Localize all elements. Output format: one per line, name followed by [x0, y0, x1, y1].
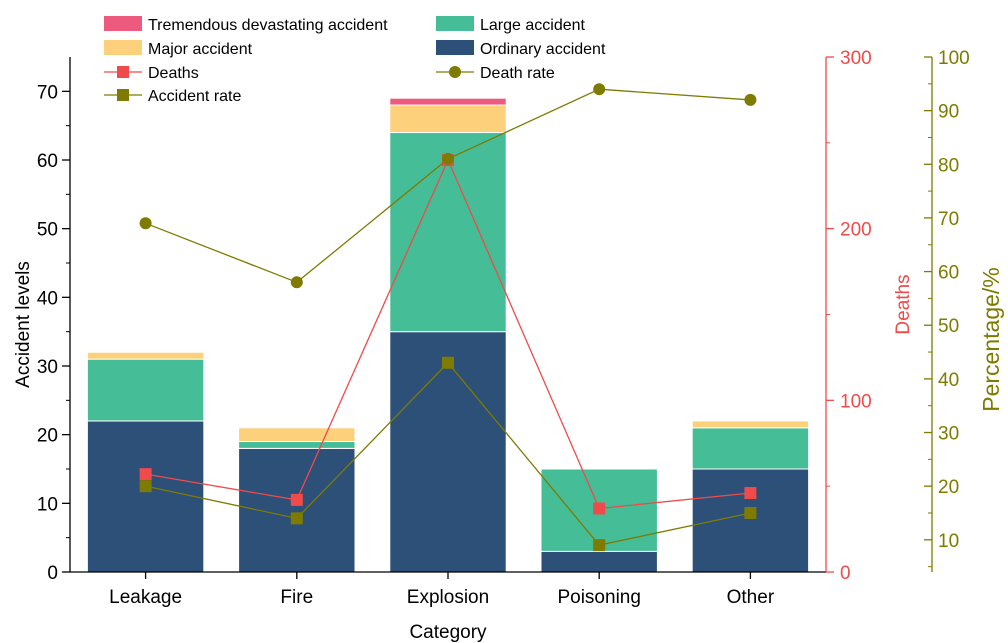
point-deaths-other [744, 487, 757, 500]
x-axis-tick-label-leakage: Leakage [109, 587, 182, 608]
lines-layer [139, 83, 757, 552]
percentage-axis-tick-label: 80 [938, 155, 959, 176]
percentage-axis-tick-label: 40 [938, 370, 959, 391]
left-axis-tick-label: 70 [37, 82, 58, 103]
deaths-axis-tick-label: 100 [840, 391, 872, 412]
point-deaths-fire [290, 493, 303, 506]
left-axis-tick-label: 20 [37, 426, 58, 447]
legend-major-accident-label: Major accident [148, 41, 253, 58]
percentage-axis-tick-label: 90 [938, 102, 959, 123]
bar-poisoning-ordinary-accident [540, 550, 658, 573]
percentage-axis-tick-label: 30 [938, 424, 959, 445]
legend-large-accident-swatch [436, 16, 474, 31]
legend-ordinary-accident-swatch [436, 40, 474, 55]
legend-deaths-marker [117, 66, 129, 78]
bars-layer [86, 97, 810, 573]
point-death-rate-fire [290, 276, 303, 289]
bar-leakage-major-accident [86, 351, 205, 360]
percentage-axis-title: Percentage/% [978, 267, 1004, 411]
bar-explosion-tremendous-devastating-accident [389, 97, 507, 106]
legend-accident-rate-label: Accident rate [148, 88, 241, 105]
bar-other-major-accident [691, 420, 810, 429]
legend-death-rate-marker [449, 66, 461, 78]
x-axis-tick-label-other: Other [727, 587, 775, 608]
point-death-rate-poisoning [593, 83, 606, 96]
legend-large-accident-label: Large accident [480, 17, 586, 34]
deaths-axis-tick-label: 300 [840, 48, 872, 69]
bar-fire-large-accident [238, 441, 356, 449]
deaths-axis-tick-label: 200 [840, 220, 872, 241]
point-deaths-leakage [139, 468, 152, 481]
bar-other-large-accident [691, 427, 810, 470]
left-axis-tick-label: 30 [37, 357, 58, 378]
bar-other-ordinary-accident [691, 468, 810, 573]
point-accident-rate-other [744, 506, 757, 519]
left-axis-tick-label: 50 [37, 220, 58, 241]
point-death-rate-leakage [139, 217, 152, 230]
legend-deaths-label: Deaths [148, 65, 199, 82]
legend-tremendous-devastating-accident-label: Tremendous devastating accident [148, 17, 388, 34]
point-death-rate-other [744, 93, 757, 106]
bar-leakage-ordinary-accident [86, 420, 205, 573]
percentage-axis-tick-label: 100 [938, 48, 970, 69]
x-axis-tick-label-fire: Fire [280, 587, 313, 608]
percentage-axis-tick-label: 50 [938, 316, 959, 337]
left-axis-tick-label: 0 [47, 563, 58, 584]
deaths-axis-tick-label: 0 [840, 563, 851, 584]
deaths-axis-title: Deaths [893, 274, 914, 334]
x-axis-tick-label-explosion: Explosion [407, 587, 489, 608]
x-axis-tick-label-poisoning: Poisoning [557, 587, 640, 608]
point-deaths-poisoning [593, 502, 606, 515]
point-accident-rate-poisoning [593, 539, 606, 552]
x-axis-title: Category [409, 622, 487, 643]
percentage-axis-tick-label: 20 [938, 477, 959, 498]
axes-layer: 0 10 20 30 40 50 60 70 Accident levels Leakage Fir… [13, 48, 1004, 643]
percentage-axis-tick-label: 70 [938, 209, 959, 230]
legend-major-accident-swatch [104, 40, 142, 55]
bar-leakage-large-accident [86, 358, 205, 422]
left-axis-tick-label: 60 [37, 151, 58, 172]
legend-death-rate-label: Death rate [480, 65, 555, 82]
bar-fire-major-accident [238, 427, 356, 443]
bar-explosion-major-accident [389, 104, 507, 134]
legend-accident-rate-marker [117, 89, 129, 101]
percentage-axis-tick-label: 10 [938, 531, 959, 552]
left-axis-tick-label: 10 [37, 494, 58, 515]
point-accident-rate-leakage [139, 480, 152, 493]
point-accident-rate-explosion [442, 356, 454, 369]
point-accident-rate-fire [290, 512, 303, 525]
legend-tremendous-devastating-accident-swatch [104, 16, 142, 31]
left-axis-title: Accident levels [13, 261, 34, 388]
percentage-axis-tick-label: 60 [938, 263, 959, 284]
bar-explosion-ordinary-accident [389, 331, 507, 573]
point-death-rate-explosion [442, 152, 454, 165]
legend: Tremendous devastating accident Large acc… [104, 16, 606, 105]
left-axis-tick-label: 40 [37, 288, 58, 309]
legend-ordinary-accident-label: Ordinary accident [480, 41, 606, 58]
